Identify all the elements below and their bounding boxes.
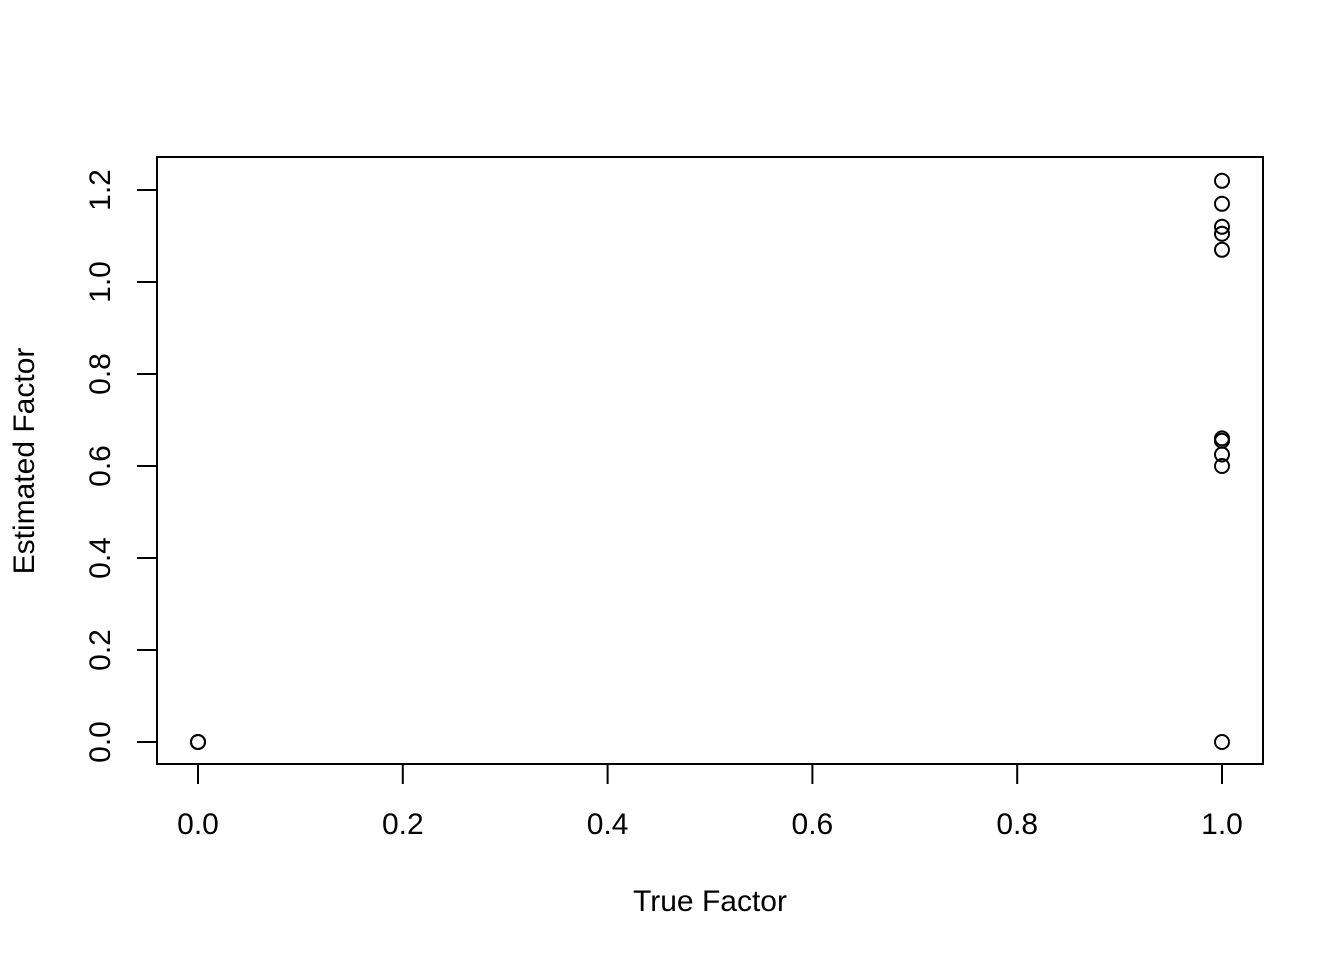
plot-frame: [156, 156, 1264, 765]
y-tick-label: 1.2: [84, 169, 117, 211]
x-tick-label: 0.0: [177, 808, 219, 841]
x-tick-label: 1.0: [1201, 808, 1243, 841]
y-tick-label: 0.0: [84, 721, 117, 763]
x-tick-label: 0.8: [996, 808, 1038, 841]
y-tick-label: 0.2: [84, 629, 117, 671]
y-axis-label: Estimated Factor: [8, 348, 41, 575]
x-axis: 0.0 0.2 0.4 0.6 0.8 1.0: [177, 764, 1243, 841]
data-point: [1214, 195, 1230, 212]
y-axis: 0.0 0.2 0.4 0.6 0.8 1.0 1.2: [84, 169, 157, 763]
data-point: [1214, 218, 1230, 235]
data-point: [190, 734, 206, 750]
data-point: [1214, 172, 1230, 189]
x-tick-label: 0.4: [587, 808, 629, 841]
data-points: [190, 172, 1230, 750]
y-tick-label: 0.4: [84, 537, 117, 579]
x-tick-label: 0.6: [792, 808, 834, 841]
y-tick-label: 0.8: [84, 353, 117, 395]
y-tick-label: 1.0: [84, 261, 117, 303]
x-axis-label: True Factor: [633, 885, 787, 918]
data-point: [1214, 458, 1230, 474]
data-point: [1214, 734, 1230, 750]
data-point: [1214, 446, 1230, 463]
y-tick-label: 0.6: [84, 445, 117, 487]
x-tick-label: 0.2: [382, 808, 424, 841]
data-point: [1214, 225, 1230, 242]
data-point: [1214, 241, 1230, 258]
